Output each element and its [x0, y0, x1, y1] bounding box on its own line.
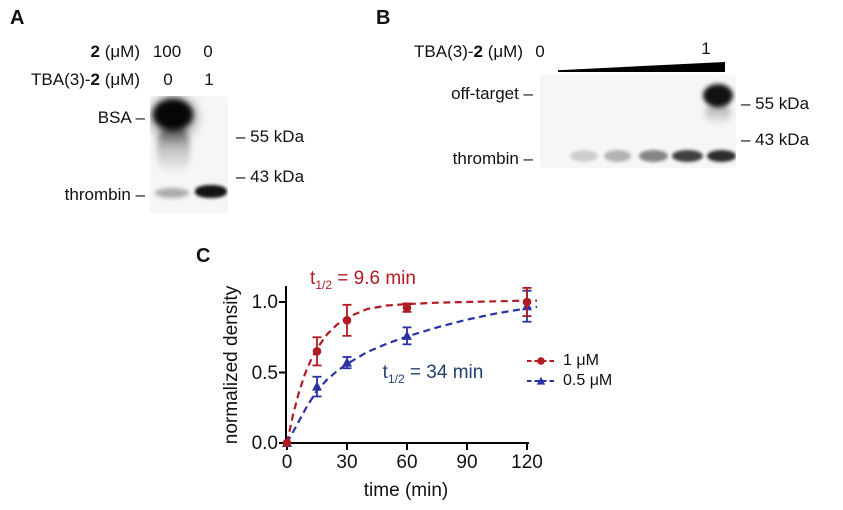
panel-a-row1-value-lane1: 100	[152, 42, 182, 61]
panel-c-letter: C	[196, 245, 211, 267]
concentration-gradient-wedge	[558, 62, 725, 72]
marker-43kda-a: – 43 kDa	[236, 167, 305, 186]
thrombin-band-3	[639, 150, 668, 162]
panel-b-label-suffix: (μM)	[482, 42, 523, 61]
panel-a-row2-value-lane1: 0	[163, 70, 173, 89]
thrombin-band-lane2	[195, 185, 227, 198]
legend-marker-1	[526, 374, 556, 388]
panel-b-letter: B	[376, 7, 391, 29]
annotation-0: t1/2 = 9.6 min	[293, 268, 433, 292]
row1-label-bold: 2	[90, 42, 100, 61]
legend-label-05um: 0.5 μM	[563, 372, 613, 389]
row2-label-bold: 2	[90, 70, 100, 89]
x-tick-label-0: 0	[281, 452, 293, 473]
thrombin-band-lane1	[155, 188, 189, 198]
x-axis-title: time (min)	[363, 480, 449, 501]
off-target-band	[703, 84, 733, 107]
panel-a: A 2 (μM) 100 0 TBA(3)-2 (μM) 0 1 BSA – t…	[0, 0, 330, 230]
panel-a-letter: A	[10, 7, 25, 29]
x-tick-label-30: 30	[336, 452, 358, 473]
marker-43kda-b: – 43 kDa	[741, 130, 810, 149]
gel-blot-b	[540, 75, 736, 168]
off-target-band-smear	[705, 103, 731, 125]
panel-a-row1-value-lane2: 0	[203, 42, 213, 61]
thrombin-label-b: thrombin –	[452, 149, 533, 168]
bsa-band	[153, 99, 193, 130]
panel-a-row2-label: TBA(3)-2 (μM)	[8, 70, 140, 90]
panel-b-label-bold: 2	[473, 42, 483, 61]
x-tick-label-90: 90	[456, 452, 478, 473]
gel-blot-a	[150, 96, 228, 213]
panel-b-label-prefix: TBA(3)-	[414, 42, 474, 61]
marker-55kda-a: – 55 kDa	[236, 127, 305, 146]
y-tick-label-0: 0.0	[251, 433, 278, 454]
thrombin-band-2	[604, 150, 631, 162]
bsa-label: BSA –	[97, 108, 145, 127]
legend-entry-05um: 0.5 μM	[526, 372, 612, 390]
gradient-start-value: 0	[535, 42, 545, 61]
legend-entry-1um: 1 μM	[526, 352, 599, 370]
panel-a-row2-value-lane2: 1	[204, 70, 214, 89]
row2-label-prefix: TBA(3)-	[31, 70, 91, 89]
annotation-1-sub: 1/2	[387, 371, 405, 386]
panel-b: B TBA(3)-2 (μM) 0 1 off-target – thrombi…	[330, 0, 843, 200]
x-tick-label-60: 60	[396, 452, 418, 473]
annotation-1: t1/2 = 34 min	[363, 362, 503, 386]
y-tick-label-1: 1.0	[251, 292, 278, 313]
annotation-1-rest: = 34 min	[404, 362, 484, 383]
y-tick-label-05: 0.5	[251, 363, 278, 384]
off-target-label: off-target –	[451, 84, 533, 103]
gradient-end-value: 1	[701, 39, 711, 58]
row2-label-suffix: (μM)	[99, 70, 140, 89]
annotation-0-sub: 1/2	[315, 277, 332, 292]
annotation-1-prefix: t	[382, 362, 388, 383]
annotation-0-rest: = 9.6 min	[332, 268, 416, 289]
legend-marker-0	[526, 354, 556, 368]
thrombin-label-a: thrombin –	[64, 185, 145, 204]
panel-a-row1-label: 2 (μM)	[8, 42, 140, 62]
marker-55kda-b: – 55 kDa	[741, 94, 810, 113]
panel-b-header-label: TBA(3)-2 (μM)	[385, 42, 523, 62]
row1-label-suffix: (μM)	[99, 42, 140, 61]
thrombin-band-1	[570, 150, 598, 162]
thrombin-band-5	[707, 150, 736, 162]
x-tick-label-120: 120	[511, 452, 543, 473]
thrombin-band-4	[672, 150, 703, 162]
bsa-band-smear	[157, 126, 190, 174]
annotation-0-prefix: t	[310, 268, 316, 289]
legend-label-1um: 1 μM	[563, 352, 599, 369]
